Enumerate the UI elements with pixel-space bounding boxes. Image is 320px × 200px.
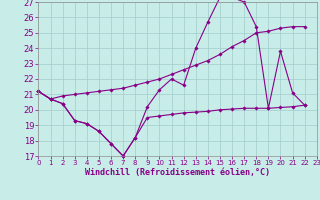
X-axis label: Windchill (Refroidissement éolien,°C): Windchill (Refroidissement éolien,°C) bbox=[85, 168, 270, 177]
